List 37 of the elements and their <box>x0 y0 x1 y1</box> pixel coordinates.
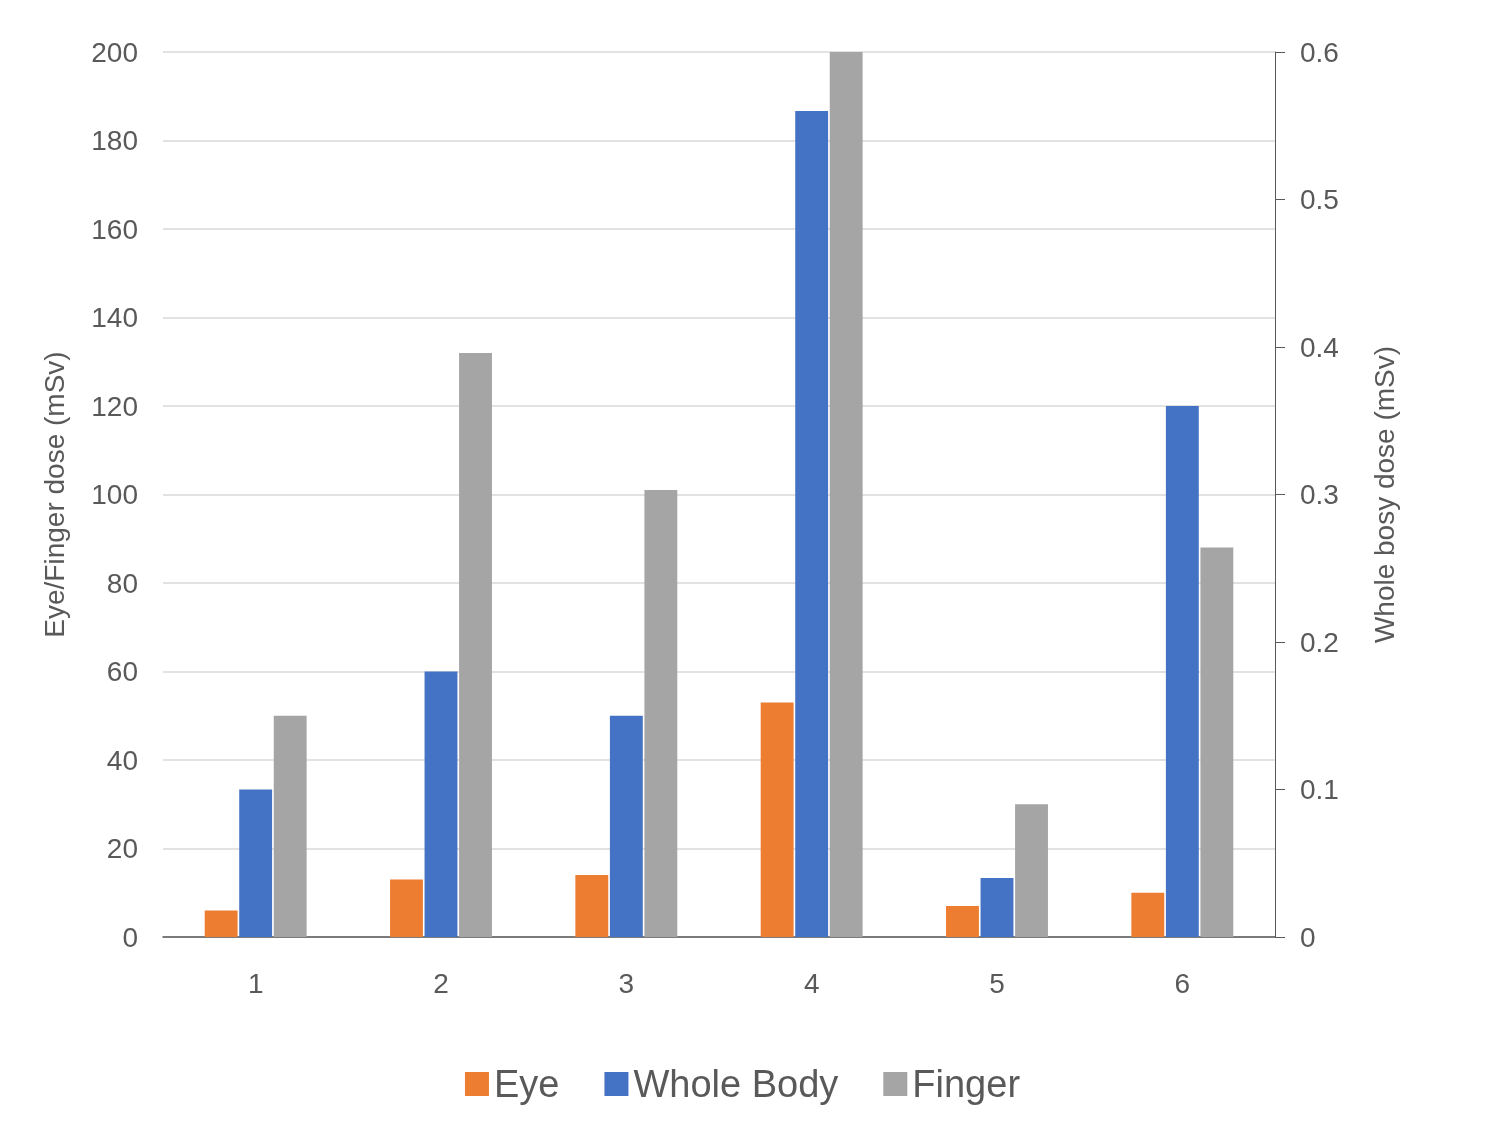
y2-tick-label: 0.5 <box>1300 184 1339 215</box>
y-tick-label: 180 <box>91 125 138 156</box>
y-tick-label: 0 <box>122 921 138 953</box>
y2-tick-label: 0 <box>1300 921 1316 953</box>
bar <box>390 879 423 937</box>
x-tick-label: 3 <box>618 967 635 999</box>
legend-label: Finger <box>912 1063 1021 1105</box>
y2-tick-label: 0.1 <box>1300 774 1339 805</box>
bar <box>1131 892 1165 937</box>
y-tick-label: 200 <box>91 36 138 68</box>
legend-label: Eye <box>493 1063 560 1105</box>
y-tick-label: 40 <box>106 744 138 776</box>
y-tick-label: 80 <box>106 567 138 599</box>
y2-tick-label: 0.4 <box>1300 331 1339 363</box>
x-tick-label: 6 <box>1174 967 1191 999</box>
x-tick-label: 2 <box>433 967 449 999</box>
bar <box>1015 804 1048 937</box>
bar <box>459 352 492 937</box>
y2-axis-title: Whole bosy dose (mSv) <box>1368 345 1400 644</box>
y2-tick-label: 0.6 <box>1300 36 1339 68</box>
y2-tick-label: 0.2 <box>1300 626 1339 658</box>
y-axis-title: Eye/Finger dose (mSv) <box>38 351 70 638</box>
y2-tick-label: 0.3 <box>1300 479 1339 510</box>
legend-label: Whole Body <box>633 1063 839 1105</box>
bar <box>760 702 794 937</box>
bar <box>575 875 609 937</box>
y-tick-label: 120 <box>91 390 138 422</box>
x-tick-label: 1 <box>247 967 264 999</box>
y-tick-label: 140 <box>91 302 138 333</box>
y-tick-label: 160 <box>91 213 138 245</box>
bar <box>644 490 678 937</box>
y-tick-label: 60 <box>106 656 138 687</box>
y-tick-label: 20 <box>106 833 138 864</box>
bar <box>204 910 238 937</box>
x-tick-label: 4 <box>803 967 820 999</box>
x-tick-label: 5 <box>989 967 1005 999</box>
y-tick-label: 100 <box>91 479 138 510</box>
